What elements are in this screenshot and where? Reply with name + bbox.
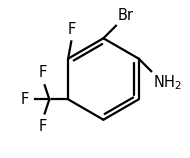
Text: F: F [21, 92, 29, 107]
Text: F: F [39, 119, 47, 134]
Text: NH$_2$: NH$_2$ [153, 73, 182, 92]
Text: F: F [39, 65, 47, 80]
Text: F: F [67, 22, 75, 37]
Text: Br: Br [117, 8, 134, 23]
